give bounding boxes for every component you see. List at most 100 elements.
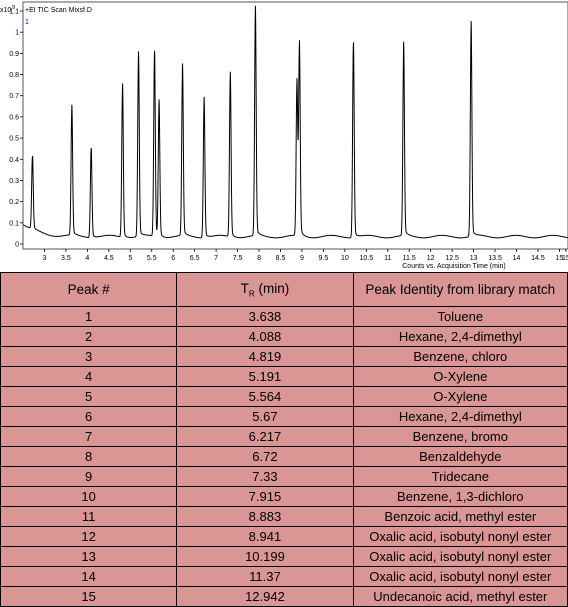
y-tick-label: 0.3 xyxy=(9,178,19,185)
cell-peak: 6 xyxy=(0,406,178,427)
cell-identity: Hexane, 2,4-dimethyl xyxy=(352,406,568,427)
cell-retention-time: 5.564 xyxy=(176,386,354,407)
cell-peak: 2 xyxy=(0,326,178,347)
y-tick-label: 0.5 xyxy=(9,136,19,143)
cell-retention-time: 8.941 xyxy=(176,526,354,547)
header-tr-main: T xyxy=(240,280,249,296)
x-tick-label: 9 xyxy=(300,255,304,262)
cell-peak: 8 xyxy=(0,446,178,467)
cell-identity: Oxalic acid, isobutyl nonyl ester xyxy=(352,526,568,547)
table-row: 1 3.638 Toluene xyxy=(0,306,568,327)
cell-identity: Benzoic acid, methyl ester xyxy=(352,506,568,527)
cell-identity: Oxalic acid, isobutyl nonyl ester xyxy=(352,566,568,587)
table-row: 9 7.33 Tridecane xyxy=(0,466,568,487)
cell-peak: 13 xyxy=(0,546,178,567)
peak-markers xyxy=(31,21,472,174)
plot-frame xyxy=(22,1,568,250)
x-tick-label: 12 xyxy=(427,255,435,262)
table-row: 12 8.941 Oxalic acid, isobutyl nonyl ester xyxy=(0,526,568,547)
cell-peak: 15 xyxy=(0,586,178,607)
y-axis: 0 0.1 0.2 0.3 0.4 0.5 0.6 0.7 0.8 0.9 1 1.1 xyxy=(9,9,23,249)
cell-retention-time: 8.883 xyxy=(176,506,354,527)
cell-identity: Benzene, 1,3-dichloro xyxy=(352,486,568,507)
header-tr-sub: R xyxy=(248,289,255,299)
cell-peak: 9 xyxy=(0,466,178,487)
cell-retention-time: 5.67 xyxy=(176,406,354,427)
y-tick-label: 0.7 xyxy=(9,93,19,100)
y-tick-label: 0.2 xyxy=(9,199,19,206)
x-tick-label: 4.5 xyxy=(104,255,114,262)
table-row: 5 5.564 O-Xylene xyxy=(0,386,568,407)
cell-retention-time: 6.217 xyxy=(176,426,354,447)
cell-retention-time: 5.191 xyxy=(176,366,354,387)
y-tick-label: 1.1 xyxy=(9,9,19,16)
header-retention-time: TR (min) xyxy=(176,272,354,307)
header-peak: Peak # xyxy=(0,272,178,307)
cell-retention-time: 7.915 xyxy=(176,486,354,507)
cell-identity: O-Xylene xyxy=(352,386,568,407)
y-exponent-base: x10 xyxy=(0,7,11,14)
x-tick-label: 3.5 xyxy=(61,255,71,262)
cell-peak: 1 xyxy=(0,306,178,327)
cell-identity: Benzaldehyde xyxy=(352,446,568,467)
y-tick-label: 0.6 xyxy=(9,114,19,121)
table-body: 1 3.638 Toluene 2 4.088 Hexane, 2,4-dimethyl 3… xyxy=(0,306,568,607)
y-tick-label: 0.4 xyxy=(9,157,19,164)
table-row: 8 6.72 Benzaldehyde xyxy=(0,446,568,467)
x-tick-label: 9.5 xyxy=(319,255,329,262)
y-tick-label: 0.8 xyxy=(9,72,19,79)
table-row: 6 5.67 Hexane, 2,4-dimethyl xyxy=(0,406,568,427)
y-tick-label: 1 xyxy=(15,30,19,37)
y-tick-label: 0 xyxy=(15,242,19,249)
x-axis: 3 3.5 4 4.5 5 5.5 6 6.5 7 7.5 8 8.5 9 9.5 10 10.5 11 11.5… xyxy=(43,249,568,262)
cell-identity: Oxalic acid, isobutyl nonyl ester xyxy=(352,546,568,567)
cell-peak: 11 xyxy=(0,506,178,527)
x-tick-label: 12.5 xyxy=(445,255,459,262)
x-tick-label: 4 xyxy=(85,255,89,262)
table-row: 3 4.819 Benzene, chloro xyxy=(0,346,568,367)
cell-retention-time: 7.33 xyxy=(176,466,354,487)
x-tick-label: 13 xyxy=(470,255,478,262)
chromatogram-chart: x10 9 +EI TIC Scan Mixsf.D 1 0 0.1 0.2 0.3 0… xyxy=(0,0,568,272)
table-row: 13 10.199 Oxalic acid, isobutyl nonyl este… xyxy=(0,546,568,567)
y-exponent-power: 9 xyxy=(12,5,15,11)
cell-peak: 10 xyxy=(0,486,178,507)
cell-identity: Toluene xyxy=(352,306,568,327)
cell-retention-time: 4.088 xyxy=(176,326,354,347)
chart-title: +EI TIC Scan Mixsf.D xyxy=(25,7,92,14)
peak-table: Peak # TR (min) Peak Identity from libra… xyxy=(0,272,568,607)
cell-retention-time: 11.37 xyxy=(176,566,354,587)
cell-retention-time: 10.199 xyxy=(176,546,354,567)
cell-retention-time: 4.819 xyxy=(176,346,354,367)
cell-retention-time: 12.942 xyxy=(176,586,354,607)
cell-peak: 3 xyxy=(0,346,178,367)
x-tick-label: 10 xyxy=(341,255,349,262)
table-row: 2 4.088 Hexane, 2,4-dimethyl xyxy=(0,326,568,347)
cell-identity: O-Xylene xyxy=(352,366,568,387)
cell-peak: 7 xyxy=(0,426,178,447)
header-tr-unit: (min) xyxy=(254,280,290,296)
y-tick-label: 0.9 xyxy=(9,51,19,58)
cell-identity: Hexane, 2,4-dimethyl xyxy=(352,326,568,347)
cell-identity: Benzene, bromo xyxy=(352,426,568,447)
x-tick-label: 6.5 xyxy=(190,255,200,262)
x-tick-label: 6 xyxy=(171,255,175,262)
cell-peak: 4 xyxy=(0,366,178,387)
x-tick-label: 7 xyxy=(214,255,218,262)
y-tick-label: 0.1 xyxy=(9,220,19,227)
cell-identity: Tridecane xyxy=(352,466,568,487)
table-row: 4 5.191 O-Xylene xyxy=(0,366,568,387)
cell-identity: Undecanoic acid, methyl ester xyxy=(352,586,568,607)
cursor-label: 1 xyxy=(25,19,29,26)
x-tick-label: 7.5 xyxy=(233,255,243,262)
x-tick-label: 5 xyxy=(128,255,132,262)
x-axis-label: Counts vs. Acquisition Time (min) xyxy=(402,263,505,270)
y-exponent-label: x10 9 xyxy=(0,5,15,14)
cell-peak: 5 xyxy=(0,386,178,407)
table-row: 11 8.883 Benzoic acid, methyl ester xyxy=(0,506,568,527)
x-tick-label: 11 xyxy=(384,255,391,262)
x-tick-label: 11.5 xyxy=(403,255,416,262)
table-row: 14 11.37 Oxalic acid, isobutyl nonyl ester xyxy=(0,566,568,587)
x-tick-label: 13.5 xyxy=(488,255,502,262)
table-header-row: Peak # TR (min) Peak Identity from libra… xyxy=(0,272,568,307)
